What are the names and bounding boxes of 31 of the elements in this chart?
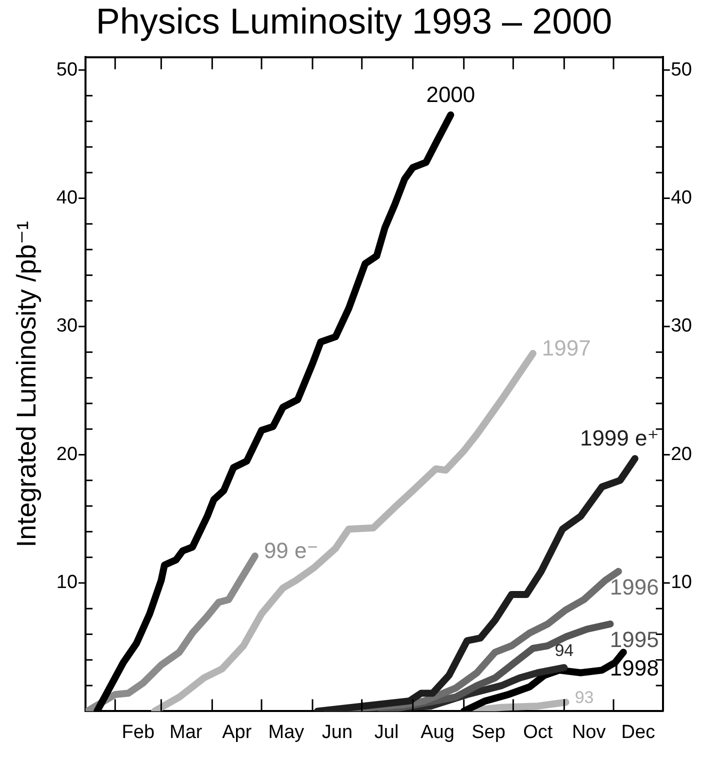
y-tick-label: 30: [56, 316, 78, 337]
x-tick-label: Jun: [322, 722, 353, 743]
y2-tick-label: 40: [670, 187, 692, 208]
x-tick-label: May: [268, 722, 305, 743]
y2-tick-label: 30: [670, 316, 692, 337]
y2-tick-label: 50: [670, 59, 692, 80]
y-axis-title: Integrated Luminosity /pb⁻¹: [12, 220, 42, 548]
y2-tick-label: 20: [670, 444, 692, 465]
x-tick-label: Nov: [572, 722, 606, 743]
y-tick-label: 40: [56, 187, 78, 208]
chart-title: Physics Luminosity 1993 – 2000: [96, 0, 612, 42]
series-label: 99 e⁻: [264, 538, 318, 564]
x-tick-label: Feb: [122, 722, 155, 743]
series-label: 1996: [610, 574, 659, 600]
x-tick-label: Apr: [222, 722, 252, 743]
legend-label: 2000: [426, 82, 476, 107]
series-label: 1995: [610, 627, 659, 652]
y2-tick-label: 10: [670, 572, 692, 594]
series-label: 1999 e⁺: [580, 426, 659, 451]
y-tick-label: 50: [56, 59, 78, 80]
x-tick-label: Aug: [420, 722, 454, 743]
series-label: 93: [574, 688, 594, 707]
x-tick-label: Sep: [472, 722, 506, 743]
series-label: 94: [554, 640, 574, 660]
x-tick-label: Mar: [170, 722, 203, 743]
x-tick-label: Oct: [523, 722, 554, 743]
x-tick-label: Dec: [621, 722, 656, 743]
x-tick-label: Jul: [374, 722, 399, 743]
y-tick-label: 20: [56, 444, 78, 465]
series-label: 1997: [542, 335, 591, 360]
y-tick-label: 10: [56, 572, 78, 594]
